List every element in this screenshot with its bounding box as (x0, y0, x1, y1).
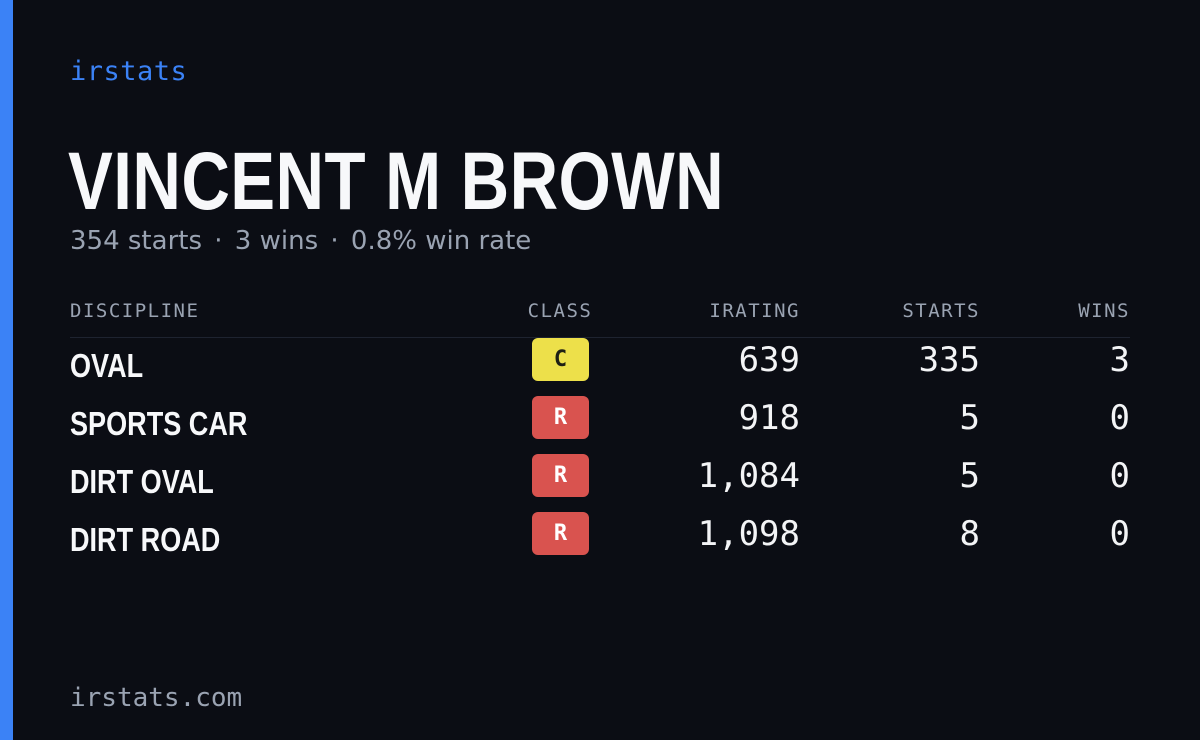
column-header-wins: WINS (1078, 300, 1130, 322)
wins-value: 0 (1109, 398, 1130, 438)
starts-value: 5 (959, 398, 980, 438)
table-row: DIRT OVAL R 1,084 5 0 (70, 454, 1130, 512)
summary-separator: · (214, 226, 223, 256)
discipline-name: DIRT ROAD (70, 521, 221, 558)
irating-value: 1,084 (697, 456, 800, 496)
starts-value: 335 (918, 340, 980, 380)
column-header-starts: STARTS (902, 300, 980, 322)
wins-value: 0 (1109, 514, 1130, 554)
wins-summary: 3 wins (234, 226, 319, 256)
table-row: DIRT ROAD R 1,098 8 0 (70, 512, 1130, 570)
table-header: DISCIPLINE CLASS IRATING STARTS WINS (70, 296, 1130, 338)
column-header-discipline: DISCIPLINE (70, 300, 200, 322)
discipline-name: SPORTS CAR (70, 405, 248, 442)
accent-bar (0, 0, 13, 740)
brand-logo-text[interactable]: irstats (70, 56, 188, 87)
column-header-class: CLASS (527, 300, 593, 322)
table-row: SPORTS CAR R 918 5 0 (70, 396, 1130, 454)
license-class-badge: R (532, 396, 589, 439)
discipline-name: OVAL (70, 347, 144, 384)
discipline-stats-table: DISCIPLINE CLASS IRATING STARTS WINS OVA… (70, 296, 1130, 570)
discipline-name: DIRT OVAL (70, 463, 214, 500)
wins-value: 3 (1109, 340, 1130, 380)
wins-value: 0 (1109, 456, 1130, 496)
summary-separator: · (330, 226, 339, 256)
starts-value: 5 (959, 456, 980, 496)
column-header-irating: IRATING (709, 300, 800, 322)
driver-name: VINCENT M BROWN (68, 136, 725, 227)
table-row: OVAL C 639 335 3 (70, 338, 1130, 396)
footer-site-link[interactable]: irstats.com (70, 683, 243, 713)
license-class-badge: C (532, 338, 589, 381)
irating-value: 639 (738, 340, 800, 380)
license-class-badge: R (532, 512, 589, 555)
winrate-summary: 0.8% win rate (350, 226, 532, 256)
irating-value: 1,098 (697, 514, 800, 554)
starts-value: 8 (959, 514, 980, 554)
starts-summary: 354 starts (70, 226, 202, 256)
license-class-badge: R (532, 454, 589, 497)
driver-summary: 354 starts · 3 wins · 0.8% win rate (70, 226, 531, 256)
irating-value: 918 (738, 398, 800, 438)
